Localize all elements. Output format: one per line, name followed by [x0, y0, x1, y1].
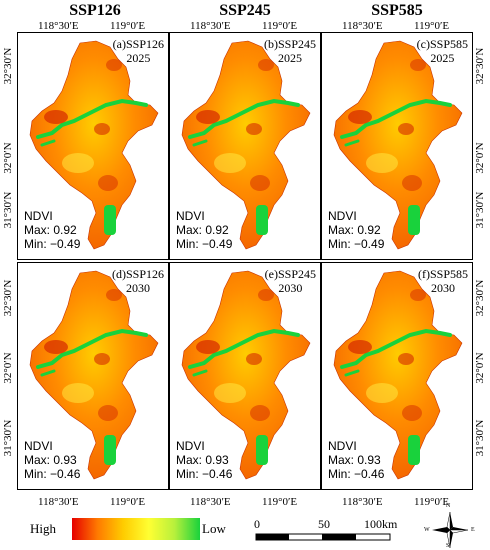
scale-tick-100: 100km: [364, 517, 398, 531]
compass-s: S: [446, 543, 450, 549]
map-panel-e: (e)SSP245 2030 NDVI Max: 0.93 Min: −0.46: [169, 262, 321, 490]
compass-n: N: [446, 503, 451, 509]
bottom-lon-label: 119°0′E: [414, 496, 450, 508]
bottom-lon-label: 119°0′E: [262, 496, 298, 508]
left-lat-label: 32°0′N: [2, 352, 14, 384]
column-title-ssp585: SSP585: [371, 2, 423, 19]
legend-color-ramp: [72, 518, 200, 540]
right-lat-label: 32°0′N: [474, 352, 486, 384]
panel-label: (d)SSP126 2030: [111, 267, 164, 295]
bottom-lon-label: 118°30′E: [38, 496, 79, 508]
compass-rose-icon: [432, 511, 469, 549]
panel-label: (c)SSP585 2025: [416, 37, 468, 65]
panel-stats: NDVI Max: 0.93 Min: −0.46: [328, 439, 385, 481]
map-panel-d: (d)SSP126 2030 NDVI Max: 0.93 Min: −0.46: [17, 262, 169, 490]
map-panel-a: (a)SSP126 2025 NDVI Max: 0.92 Min: −0.49: [17, 32, 169, 260]
panel-label: (f)SSP585 2030: [417, 267, 468, 295]
scale-tick-50: 50: [318, 517, 330, 531]
top-lon-label: 119°0′E: [414, 20, 450, 32]
right-lat-label: 32°30′N: [474, 279, 486, 317]
right-lat-label: 31°30′N: [474, 191, 486, 229]
right-lat-label: 32°30′N: [474, 47, 486, 85]
top-lon-label: 118°30′E: [190, 20, 231, 32]
column-title-ssp126: SSP126: [69, 2, 121, 19]
bottom-lon-label: 118°30′E: [190, 496, 231, 508]
compass-w: W: [424, 527, 430, 533]
legend-low-label: Low: [202, 521, 226, 536]
panel-stats: NDVI Max: 0.93 Min: −0.46: [176, 439, 233, 481]
legend-high-label: High: [30, 521, 56, 536]
top-lon-label: 118°30′E: [342, 20, 383, 32]
panel-label: (a)SSP126 2025: [112, 37, 164, 65]
map-panel-f: (f)SSP585 2030 NDVI Max: 0.93 Min: −0.46: [321, 262, 473, 490]
right-lat-label: 31°30′N: [474, 419, 486, 457]
top-lon-label: 118°30′E: [38, 20, 79, 32]
panel-label: (e)SSP245 2030: [264, 267, 316, 295]
compass-e: E: [471, 527, 475, 533]
panel-label: (b)SSP245 2025: [263, 37, 316, 65]
map-panel-c: (c)SSP585 2025 NDVI Max: 0.92 Min: −0.49: [321, 32, 473, 260]
bottom-lon-label: 118°30′E: [342, 496, 383, 508]
panel-stats: NDVI Max: 0.93 Min: −0.46: [24, 439, 81, 481]
left-lat-label: 32°0′N: [2, 142, 14, 174]
panel-stats: NDVI Max: 0.92 Min: −0.49: [328, 209, 385, 251]
column-title-ssp245: SSP245: [219, 2, 271, 19]
left-lat-label: 31°30′N: [2, 191, 14, 229]
left-lat-label: 31°30′N: [2, 419, 14, 457]
map-panel-b: (b)SSP245 2025 NDVI Max: 0.92 Min: −0.49: [169, 32, 321, 260]
panel-stats: NDVI Max: 0.92 Min: −0.49: [176, 209, 233, 251]
left-lat-label: 32°30′N: [2, 279, 14, 317]
scale-bar: [255, 533, 391, 541]
panel-stats: NDVI Max: 0.92 Min: −0.49: [24, 209, 81, 251]
bottom-lon-label: 119°0′E: [110, 496, 146, 508]
top-lon-label: 119°0′E: [110, 20, 146, 32]
top-lon-label: 119°0′E: [262, 20, 298, 32]
right-lat-label: 32°0′N: [474, 142, 486, 174]
left-lat-label: 32°30′N: [2, 47, 14, 85]
scale-tick-0: 0: [254, 517, 260, 531]
